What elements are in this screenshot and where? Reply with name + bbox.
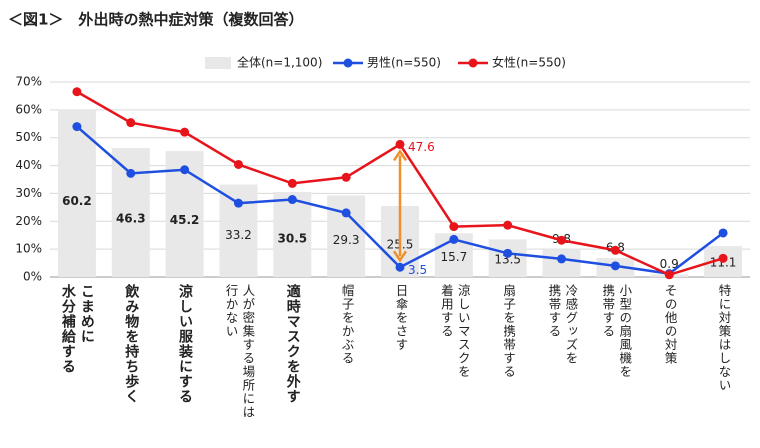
- legend-label: 男性(n=550): [367, 56, 441, 70]
- line-marker: [287, 195, 297, 205]
- bar-value-label: 30.5: [278, 231, 308, 245]
- line-marker: [72, 87, 82, 97]
- line-marker: [503, 248, 513, 258]
- line-marker: [395, 139, 405, 149]
- y-tick-label: 10%: [15, 242, 42, 256]
- line-marker: [718, 228, 728, 238]
- x-tick-label: 日傘をさす: [393, 284, 409, 352]
- x-tick-label: こまめに 水分補給する: [59, 284, 95, 374]
- bar-value-label: 60.2: [62, 194, 92, 208]
- line-marker: [180, 127, 190, 137]
- bar-value-label: 29.3: [333, 233, 360, 247]
- y-tick-label: 60%: [15, 102, 42, 116]
- bar-value-label: 0.9: [660, 257, 679, 271]
- x-tick-label: 冷感グッズを 携帯する: [546, 284, 579, 365]
- chart-title: ＜図1＞ 外出時の熱中症対策（複数回答）: [8, 11, 303, 29]
- line-marker: [557, 235, 567, 245]
- line-value-label: 47.6: [408, 140, 435, 154]
- line-marker: [557, 254, 567, 264]
- line-marker: [449, 222, 459, 232]
- line-marker: [287, 178, 297, 188]
- line-marker: [610, 261, 620, 271]
- legend-label: 女性(n=550): [492, 55, 566, 70]
- bar-value-label: 45.2: [170, 213, 200, 227]
- arrow-head: [392, 250, 408, 263]
- line-marker: [664, 270, 674, 280]
- arrow-head: [392, 149, 408, 162]
- x-tick-label: 涼しい服装にする: [177, 284, 194, 404]
- line-marker: [503, 220, 513, 230]
- x-tick-label: 涼しいマスクを 着用する: [438, 284, 471, 379]
- line-value-label: 3.5: [408, 263, 427, 277]
- bar-value-label: 13.5: [494, 253, 521, 267]
- x-tick-label: 飲み物を持ち歩く: [123, 284, 140, 404]
- x-tick-label: 特に対策はしない: [716, 284, 732, 392]
- x-tick-label: 扇子を携帯する: [501, 284, 517, 379]
- x-tick-label: 適時マスクを外す: [284, 284, 301, 404]
- x-tick-label: 帽子をかぶる: [339, 284, 355, 365]
- legend-label: 全体(n=1,100): [237, 55, 322, 70]
- x-tick-label: 小型の扇風機を 携帯する: [600, 284, 633, 379]
- line-marker: [180, 165, 190, 175]
- y-tick-label: 50%: [15, 130, 42, 144]
- line-marker: [126, 118, 136, 128]
- bar-value-label: 15.7: [440, 250, 467, 264]
- y-tick-label: 40%: [15, 158, 42, 172]
- x-tick-label: その他の対策: [662, 284, 678, 365]
- y-tick-label: 70%: [15, 75, 42, 89]
- legend-marker: [468, 58, 478, 68]
- x-tick-label: 人が密集する場所には 行かない: [223, 284, 256, 419]
- line-marker: [72, 122, 82, 132]
- y-tick-label: 0%: [23, 270, 42, 284]
- line-marker: [126, 168, 136, 178]
- line-marker: [233, 198, 243, 208]
- bar-value-label: 33.2: [225, 228, 252, 242]
- bar: [273, 192, 312, 277]
- line-marker: [610, 245, 620, 255]
- line-marker: [233, 159, 243, 169]
- line-marker: [718, 253, 728, 263]
- line-marker: [341, 208, 351, 218]
- bar-value-label: 46.3: [116, 211, 146, 225]
- legend-marker: [343, 58, 353, 68]
- legend-swatch: [205, 57, 231, 69]
- bar: [488, 239, 527, 277]
- y-tick-label: 30%: [15, 186, 42, 200]
- line-marker: [395, 262, 405, 272]
- line-marker: [341, 172, 351, 182]
- y-tick-label: 20%: [15, 214, 42, 228]
- line-marker: [449, 234, 459, 244]
